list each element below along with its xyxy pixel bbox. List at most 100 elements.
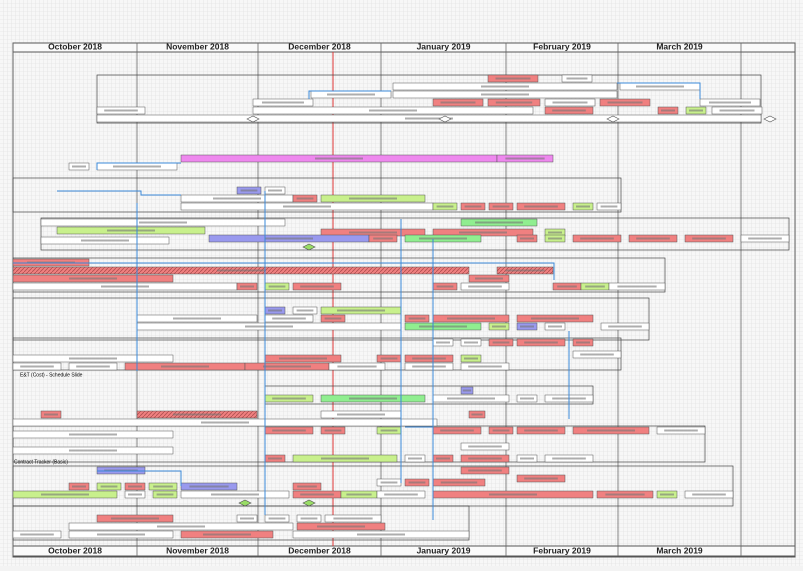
task-label — [576, 205, 590, 208]
month-label: November 2018 — [166, 545, 229, 555]
dependency-link — [96, 162, 181, 170]
task-label — [495, 77, 531, 80]
task-label — [268, 457, 282, 460]
milestone — [238, 499, 252, 507]
month-label: December 2018 — [288, 545, 351, 555]
task-label — [481, 85, 529, 88]
month-label: January 2019 — [417, 41, 471, 51]
task-label — [576, 341, 590, 344]
task-label — [440, 101, 476, 104]
task-label — [447, 317, 495, 320]
month-label: October 2018 — [48, 41, 102, 51]
task-label — [440, 481, 478, 484]
task-label — [408, 481, 426, 484]
task-label — [296, 197, 314, 200]
task-label — [349, 197, 397, 200]
task-label — [317, 525, 365, 528]
task-label — [548, 231, 562, 234]
task-label — [69, 277, 117, 280]
task-label — [464, 341, 478, 344]
task-label — [520, 457, 534, 460]
task-label — [468, 285, 502, 288]
task-label — [357, 533, 405, 536]
milestone — [438, 115, 452, 123]
task-label — [107, 229, 155, 232]
task-label — [524, 205, 558, 208]
task-label — [557, 285, 577, 288]
task-label — [44, 413, 58, 416]
milestone — [246, 115, 260, 123]
task-label — [692, 237, 726, 240]
task-label — [384, 493, 418, 496]
task-label — [213, 197, 261, 200]
task-label — [436, 205, 454, 208]
task-label — [440, 429, 474, 432]
task-label — [283, 205, 331, 208]
month-label: October 2018 — [48, 545, 102, 555]
dependency-link — [308, 90, 391, 99]
task-label — [566, 77, 588, 80]
task-label — [97, 533, 145, 536]
task-label — [419, 325, 467, 328]
task-label — [324, 317, 342, 320]
task-label — [636, 85, 684, 88]
task-label — [113, 165, 161, 168]
task-label — [489, 493, 537, 496]
task-label — [505, 269, 545, 272]
task-label — [468, 457, 502, 460]
task-label — [217, 269, 265, 272]
task-label — [748, 237, 782, 240]
dependency-link — [97, 470, 182, 486]
task-label — [380, 429, 398, 432]
task-label — [552, 101, 588, 104]
task-label — [369, 109, 417, 112]
task-label — [481, 93, 529, 96]
task-label — [580, 237, 614, 240]
task-label — [100, 485, 118, 488]
task-label — [552, 109, 586, 112]
task-label — [505, 157, 545, 160]
task-label — [524, 429, 558, 432]
month-label: November 2018 — [166, 41, 229, 51]
task-label — [268, 309, 282, 312]
task-label — [492, 429, 510, 432]
task-label — [272, 429, 306, 432]
task-label — [173, 317, 221, 320]
month-label: February 2019 — [533, 41, 591, 51]
task-label — [520, 237, 534, 240]
month-label: March 2019 — [656, 41, 703, 51]
task-label — [20, 533, 54, 536]
task-label — [600, 205, 618, 208]
task-label — [189, 485, 229, 488]
task-label — [464, 205, 482, 208]
task-label — [101, 285, 149, 288]
task-label — [709, 101, 751, 104]
task-label — [492, 205, 510, 208]
task-label — [337, 413, 385, 416]
task-label — [279, 357, 327, 360]
task-label — [72, 165, 86, 168]
task-label — [412, 365, 446, 368]
task-label — [552, 457, 586, 460]
task-label — [475, 277, 503, 280]
task-label — [240, 285, 254, 288]
task-label — [300, 517, 318, 520]
task-label — [548, 237, 562, 240]
task-label — [20, 365, 54, 368]
milestone — [606, 115, 620, 123]
task-label — [268, 189, 282, 192]
task-label — [128, 493, 142, 496]
task-label — [156, 493, 174, 496]
task-label — [263, 365, 311, 368]
task-label — [337, 365, 377, 368]
group-box — [96, 74, 762, 124]
task-label — [268, 285, 286, 288]
task-label — [447, 397, 495, 400]
task-label — [337, 309, 385, 312]
task-label — [636, 237, 670, 240]
task-label — [380, 357, 398, 360]
task-label — [408, 317, 426, 320]
month-label: January 2019 — [417, 545, 471, 555]
task-label — [405, 117, 453, 120]
